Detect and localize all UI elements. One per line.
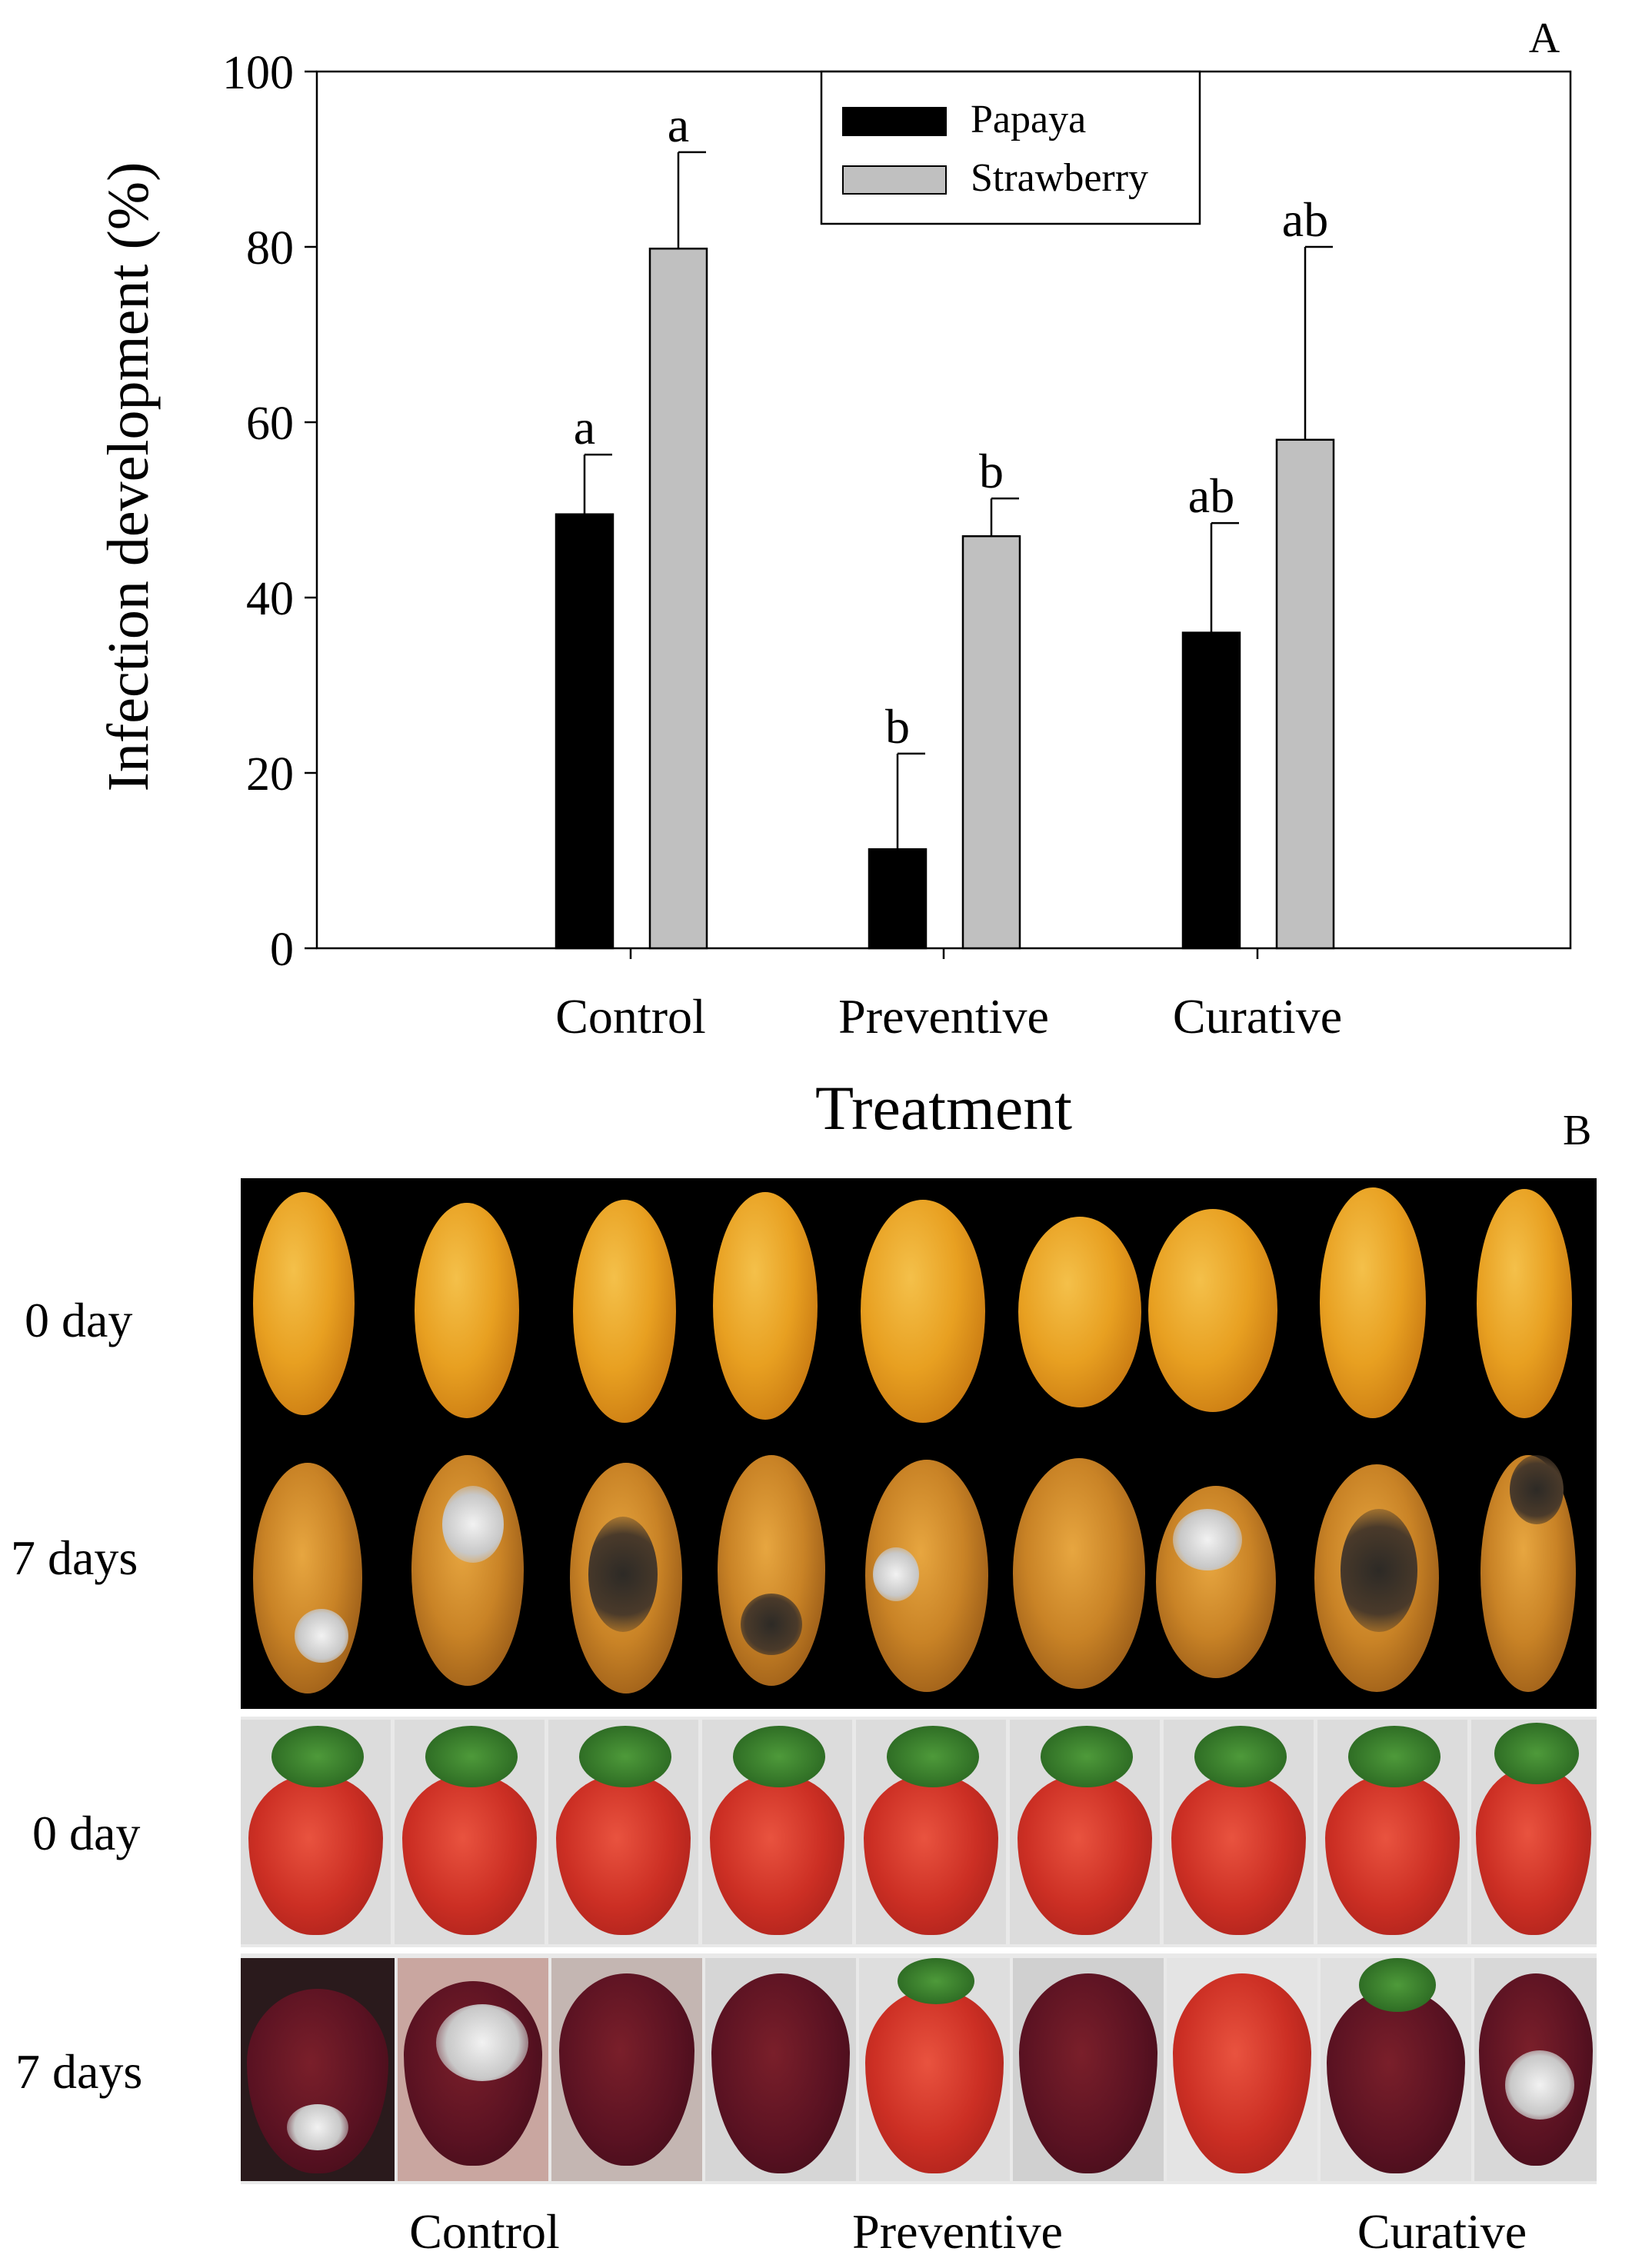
legend-box (820, 70, 1201, 225)
bar-strawberry-curative (1275, 438, 1335, 950)
significance-letter: b (979, 444, 1004, 498)
bar-papaya-preventive (868, 848, 928, 950)
strawberry-day7-4 (705, 1958, 856, 2181)
y-tick-label: 0 (270, 924, 294, 976)
strawberry-day0-6 (1010, 1720, 1160, 1944)
significance-letter: ab (1282, 192, 1328, 247)
strawberry-day7-6 (1013, 1958, 1164, 2181)
legend-swatch-strawberry (842, 165, 947, 195)
panel-b-label: B (1563, 1107, 1592, 1154)
significance-letter: ab (1188, 468, 1234, 523)
dark-rot-spot (741, 1594, 802, 1655)
row-label-papaya-7-days: 7 days (11, 1530, 138, 1585)
mold-spot (442, 1486, 504, 1563)
strawberry-day0-8 (1317, 1720, 1467, 1944)
y-axis-title: Infection development (%) (96, 162, 161, 792)
dark-rot-spot (588, 1517, 658, 1632)
x-tick-label: Curative (1173, 989, 1342, 1044)
strawberry-day7-1 (241, 1958, 395, 2181)
papaya-day0-2 (415, 1203, 519, 1418)
strawberry-day0-4 (702, 1720, 852, 1944)
papaya-day0-5 (861, 1200, 985, 1423)
papaya-photo-panel (241, 1178, 1597, 1709)
y-tick-label: 60 (246, 398, 294, 450)
panel-a-label: A (1529, 15, 1560, 62)
legend-swatch-papaya (842, 107, 947, 136)
x-axis-title: Treatment (815, 1073, 1072, 1143)
group-label-control: Control (409, 2204, 560, 2259)
significance-letter: b (885, 699, 910, 754)
significance-letter: a (574, 400, 595, 455)
strawberry-day0-7 (1164, 1720, 1314, 1944)
strawberry-day7-7 (1167, 1958, 1317, 2181)
strawberry-day0-5 (856, 1720, 1006, 1944)
legend-label-papaya: Papaya (971, 98, 1086, 142)
x-axis: Control Preventive Curative (555, 948, 1342, 1044)
bar-chart: 0 20 40 60 80 100 Control Preventive Curative a… (96, 15, 1572, 1143)
significance-letter: a (668, 98, 689, 152)
bar-strawberry-control (648, 248, 708, 950)
dark-rot-spot (1510, 1455, 1564, 1524)
bar-strawberry-preventive (961, 535, 1021, 950)
papaya-day0-7 (1148, 1209, 1277, 1412)
strawberry-day7-8 (1321, 1958, 1471, 2181)
papaya-day0-3 (573, 1200, 676, 1423)
strawberry-day7-9 (1474, 1958, 1597, 2181)
strawberry-photo-panel-day7 (241, 1953, 1597, 2184)
mold-spot (873, 1547, 919, 1601)
y-tick-label: 80 (246, 222, 294, 275)
strawberry-day7-3 (551, 1958, 702, 2181)
group-label-preventive: Preventive (852, 2204, 1063, 2259)
strawberry-day0-1 (241, 1720, 391, 1944)
papaya-day0-9 (1477, 1189, 1572, 1418)
y-tick-label: 40 (246, 573, 294, 625)
x-tick-label: Preventive (838, 989, 1049, 1044)
bar-papaya-control (555, 513, 615, 950)
papaya-day7-6 (1013, 1458, 1145, 1689)
dark-rot-spot (1341, 1509, 1417, 1632)
row-label-papaya-0-day: 0 day (25, 1293, 133, 1347)
strawberry-day0-9 (1471, 1720, 1597, 1944)
legend: Papaya Strawberry (820, 70, 1201, 225)
strawberry-day7-5 (859, 1958, 1010, 2181)
bar-papaya-curative (1181, 631, 1241, 950)
row-label-strawberry-0-day: 0 day (32, 1806, 141, 1860)
papaya-day0-8 (1320, 1187, 1426, 1418)
mold-spot (1173, 1509, 1242, 1570)
strawberry-photo-panel-day0 (241, 1717, 1597, 1947)
strawberry-day7-2 (398, 1958, 548, 2181)
x-tick-label: Control (555, 989, 706, 1044)
strawberry-day0-2 (395, 1720, 545, 1944)
y-axis: 0 20 40 60 80 100 (222, 47, 317, 976)
mold-spot (295, 1609, 348, 1663)
strawberry-day0-3 (548, 1720, 698, 1944)
papaya-day0-4 (713, 1192, 818, 1420)
y-tick-label: 100 (222, 47, 294, 99)
papaya-day0-1 (253, 1192, 355, 1415)
group-label-curative: Curative (1357, 2204, 1527, 2259)
y-tick-label: 20 (246, 748, 294, 801)
row-label-strawberry-7-days: 7 days (15, 2044, 143, 2099)
papaya-day0-6 (1018, 1217, 1141, 1407)
legend-label-strawberry: Strawberry (971, 156, 1148, 200)
